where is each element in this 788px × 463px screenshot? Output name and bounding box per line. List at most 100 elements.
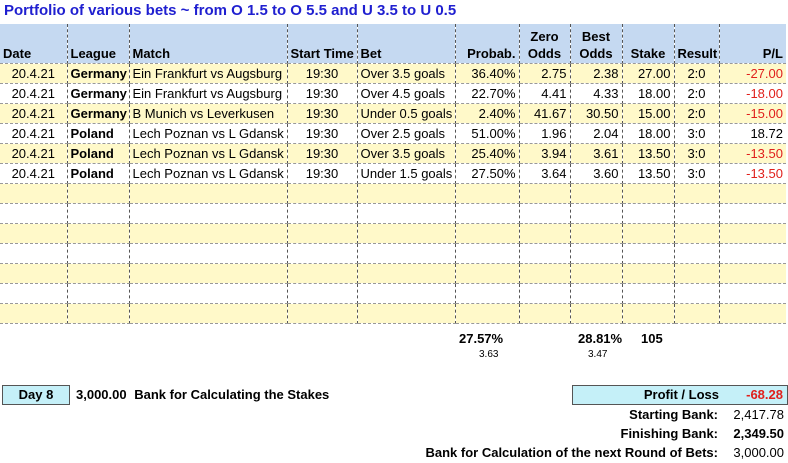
empty-cell[interactable] <box>129 223 288 244</box>
cell-pl[interactable]: -27.00 <box>719 63 786 84</box>
cell-bet[interactable]: Over 4.5 goals <box>357 83 456 104</box>
cell-pl[interactable]: -18.00 <box>719 83 786 104</box>
cell-bet[interactable]: Over 2.5 goals <box>357 123 456 144</box>
empty-cell[interactable] <box>0 263 68 284</box>
cell-result[interactable]: 3:0 <box>674 143 720 164</box>
cell-result[interactable]: 3:0 <box>674 123 720 144</box>
empty-cell[interactable] <box>67 263 130 284</box>
col-stake[interactable]: Stake <box>622 24 675 64</box>
empty-cell[interactable] <box>0 223 68 244</box>
cell-result[interactable]: 2:0 <box>674 83 720 104</box>
empty-cell[interactable] <box>357 243 456 264</box>
empty-cell[interactable] <box>455 203 520 224</box>
cell-league[interactable]: Poland <box>67 163 130 184</box>
empty-cell[interactable] <box>287 243 358 264</box>
empty-cell[interactable] <box>674 243 720 264</box>
cell-probab[interactable]: 2.40% <box>455 103 520 124</box>
empty-cell[interactable] <box>287 223 358 244</box>
cell-league[interactable]: Poland <box>67 143 130 164</box>
cell-match[interactable]: Ein Frankfurt vs Augsburg <box>129 83 288 104</box>
cell-probab[interactable]: 51.00% <box>455 123 520 144</box>
empty-cell[interactable] <box>674 303 720 324</box>
empty-cell[interactable] <box>357 203 456 224</box>
empty-cell[interactable] <box>0 183 68 204</box>
cell-date[interactable]: 20.4.21 <box>0 143 68 164</box>
empty-cell[interactable] <box>622 263 675 284</box>
empty-cell[interactable] <box>570 243 623 264</box>
empty-cell[interactable] <box>622 203 675 224</box>
empty-cell[interactable] <box>570 303 623 324</box>
cell-time[interactable]: 19:30 <box>287 123 358 144</box>
empty-cell[interactable] <box>455 303 520 324</box>
cell-zero[interactable]: 1.96 <box>519 123 571 144</box>
cell-date[interactable]: 20.4.21 <box>0 103 68 124</box>
cell-pl[interactable]: -13.50 <box>719 163 786 184</box>
cell-pl[interactable]: -15.00 <box>719 103 786 124</box>
empty-cell[interactable] <box>570 283 623 304</box>
empty-cell[interactable] <box>622 303 675 324</box>
col-pl[interactable]: P/L <box>719 24 786 64</box>
col-match[interactable]: Match <box>129 24 288 64</box>
empty-cell[interactable] <box>674 283 720 304</box>
empty-cell[interactable] <box>622 223 675 244</box>
empty-cell[interactable] <box>0 243 68 264</box>
empty-cell[interactable] <box>67 243 130 264</box>
cell-zero[interactable]: 3.94 <box>519 143 571 164</box>
empty-cell[interactable] <box>719 223 786 244</box>
cell-best[interactable]: 2.04 <box>570 123 623 144</box>
empty-cell[interactable] <box>570 183 623 204</box>
empty-cell[interactable] <box>519 283 571 304</box>
empty-cell[interactable] <box>455 263 520 284</box>
empty-cell[interactable] <box>622 283 675 304</box>
cell-match[interactable]: B Munich vs Leverkusen <box>129 103 288 124</box>
col-zero-odds[interactable]: Zero Odds <box>519 24 571 64</box>
cell-league[interactable]: Germany <box>67 63 130 84</box>
cell-date[interactable]: 20.4.21 <box>0 123 68 144</box>
empty-cell[interactable] <box>129 243 288 264</box>
col-date[interactable]: Date <box>0 24 68 64</box>
cell-probab[interactable]: 25.40% <box>455 143 520 164</box>
empty-cell[interactable] <box>357 303 456 324</box>
cell-probab[interactable]: 27.50% <box>455 163 520 184</box>
cell-pl[interactable]: -13.50 <box>719 143 786 164</box>
empty-cell[interactable] <box>719 183 786 204</box>
cell-zero[interactable]: 2.75 <box>519 63 571 84</box>
empty-cell[interactable] <box>129 263 288 284</box>
cell-probab[interactable]: 36.40% <box>455 63 520 84</box>
cell-bet[interactable]: Over 3.5 goals <box>357 63 456 84</box>
cell-best[interactable]: 3.60 <box>570 163 623 184</box>
cell-zero[interactable]: 4.41 <box>519 83 571 104</box>
col-start-time[interactable]: Start Time <box>287 24 358 64</box>
cell-stake[interactable]: 18.00 <box>622 123 675 144</box>
empty-cell[interactable] <box>287 203 358 224</box>
cell-best[interactable]: 30.50 <box>570 103 623 124</box>
empty-cell[interactable] <box>519 183 571 204</box>
empty-cell[interactable] <box>357 263 456 284</box>
cell-time[interactable]: 19:30 <box>287 163 358 184</box>
cell-time[interactable]: 19:30 <box>287 83 358 104</box>
cell-date[interactable]: 20.4.21 <box>0 63 68 84</box>
cell-league[interactable]: Poland <box>67 123 130 144</box>
empty-cell[interactable] <box>519 243 571 264</box>
col-probab[interactable]: Probab. <box>455 24 520 64</box>
cell-match[interactable]: Lech Poznan vs L Gdansk <box>129 123 288 144</box>
empty-cell[interactable] <box>674 203 720 224</box>
empty-cell[interactable] <box>719 303 786 324</box>
empty-cell[interactable] <box>0 303 68 324</box>
empty-cell[interactable] <box>357 183 456 204</box>
empty-cell[interactable] <box>0 283 68 304</box>
col-league[interactable]: League <box>67 24 130 64</box>
empty-cell[interactable] <box>674 263 720 284</box>
empty-cell[interactable] <box>455 223 520 244</box>
cell-result[interactable]: 2:0 <box>674 63 720 84</box>
empty-cell[interactable] <box>719 243 786 264</box>
cell-date[interactable]: 20.4.21 <box>0 83 68 104</box>
cell-bet[interactable]: Under 1.5 goals <box>357 163 456 184</box>
cell-time[interactable]: 19:30 <box>287 143 358 164</box>
empty-cell[interactable] <box>0 203 68 224</box>
empty-cell[interactable] <box>129 283 288 304</box>
empty-cell[interactable] <box>67 203 130 224</box>
empty-cell[interactable] <box>129 303 288 324</box>
cell-time[interactable]: 19:30 <box>287 103 358 124</box>
empty-cell[interactable] <box>67 283 130 304</box>
